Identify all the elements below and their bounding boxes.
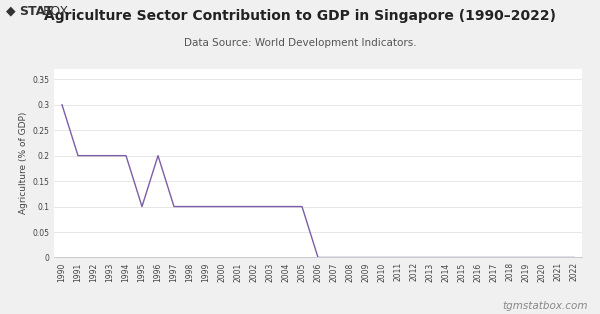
- Text: STAT: STAT: [19, 5, 53, 18]
- Text: Data Source: World Development Indicators.: Data Source: World Development Indicator…: [184, 38, 416, 48]
- Y-axis label: Agriculture (% of GDP): Agriculture (% of GDP): [19, 112, 28, 214]
- Text: ◆: ◆: [6, 5, 16, 18]
- Text: tgmstatbox.com: tgmstatbox.com: [503, 301, 588, 311]
- Text: BOX: BOX: [43, 5, 70, 18]
- Text: Agriculture Sector Contribution to GDP in Singapore (1990–2022): Agriculture Sector Contribution to GDP i…: [44, 9, 556, 24]
